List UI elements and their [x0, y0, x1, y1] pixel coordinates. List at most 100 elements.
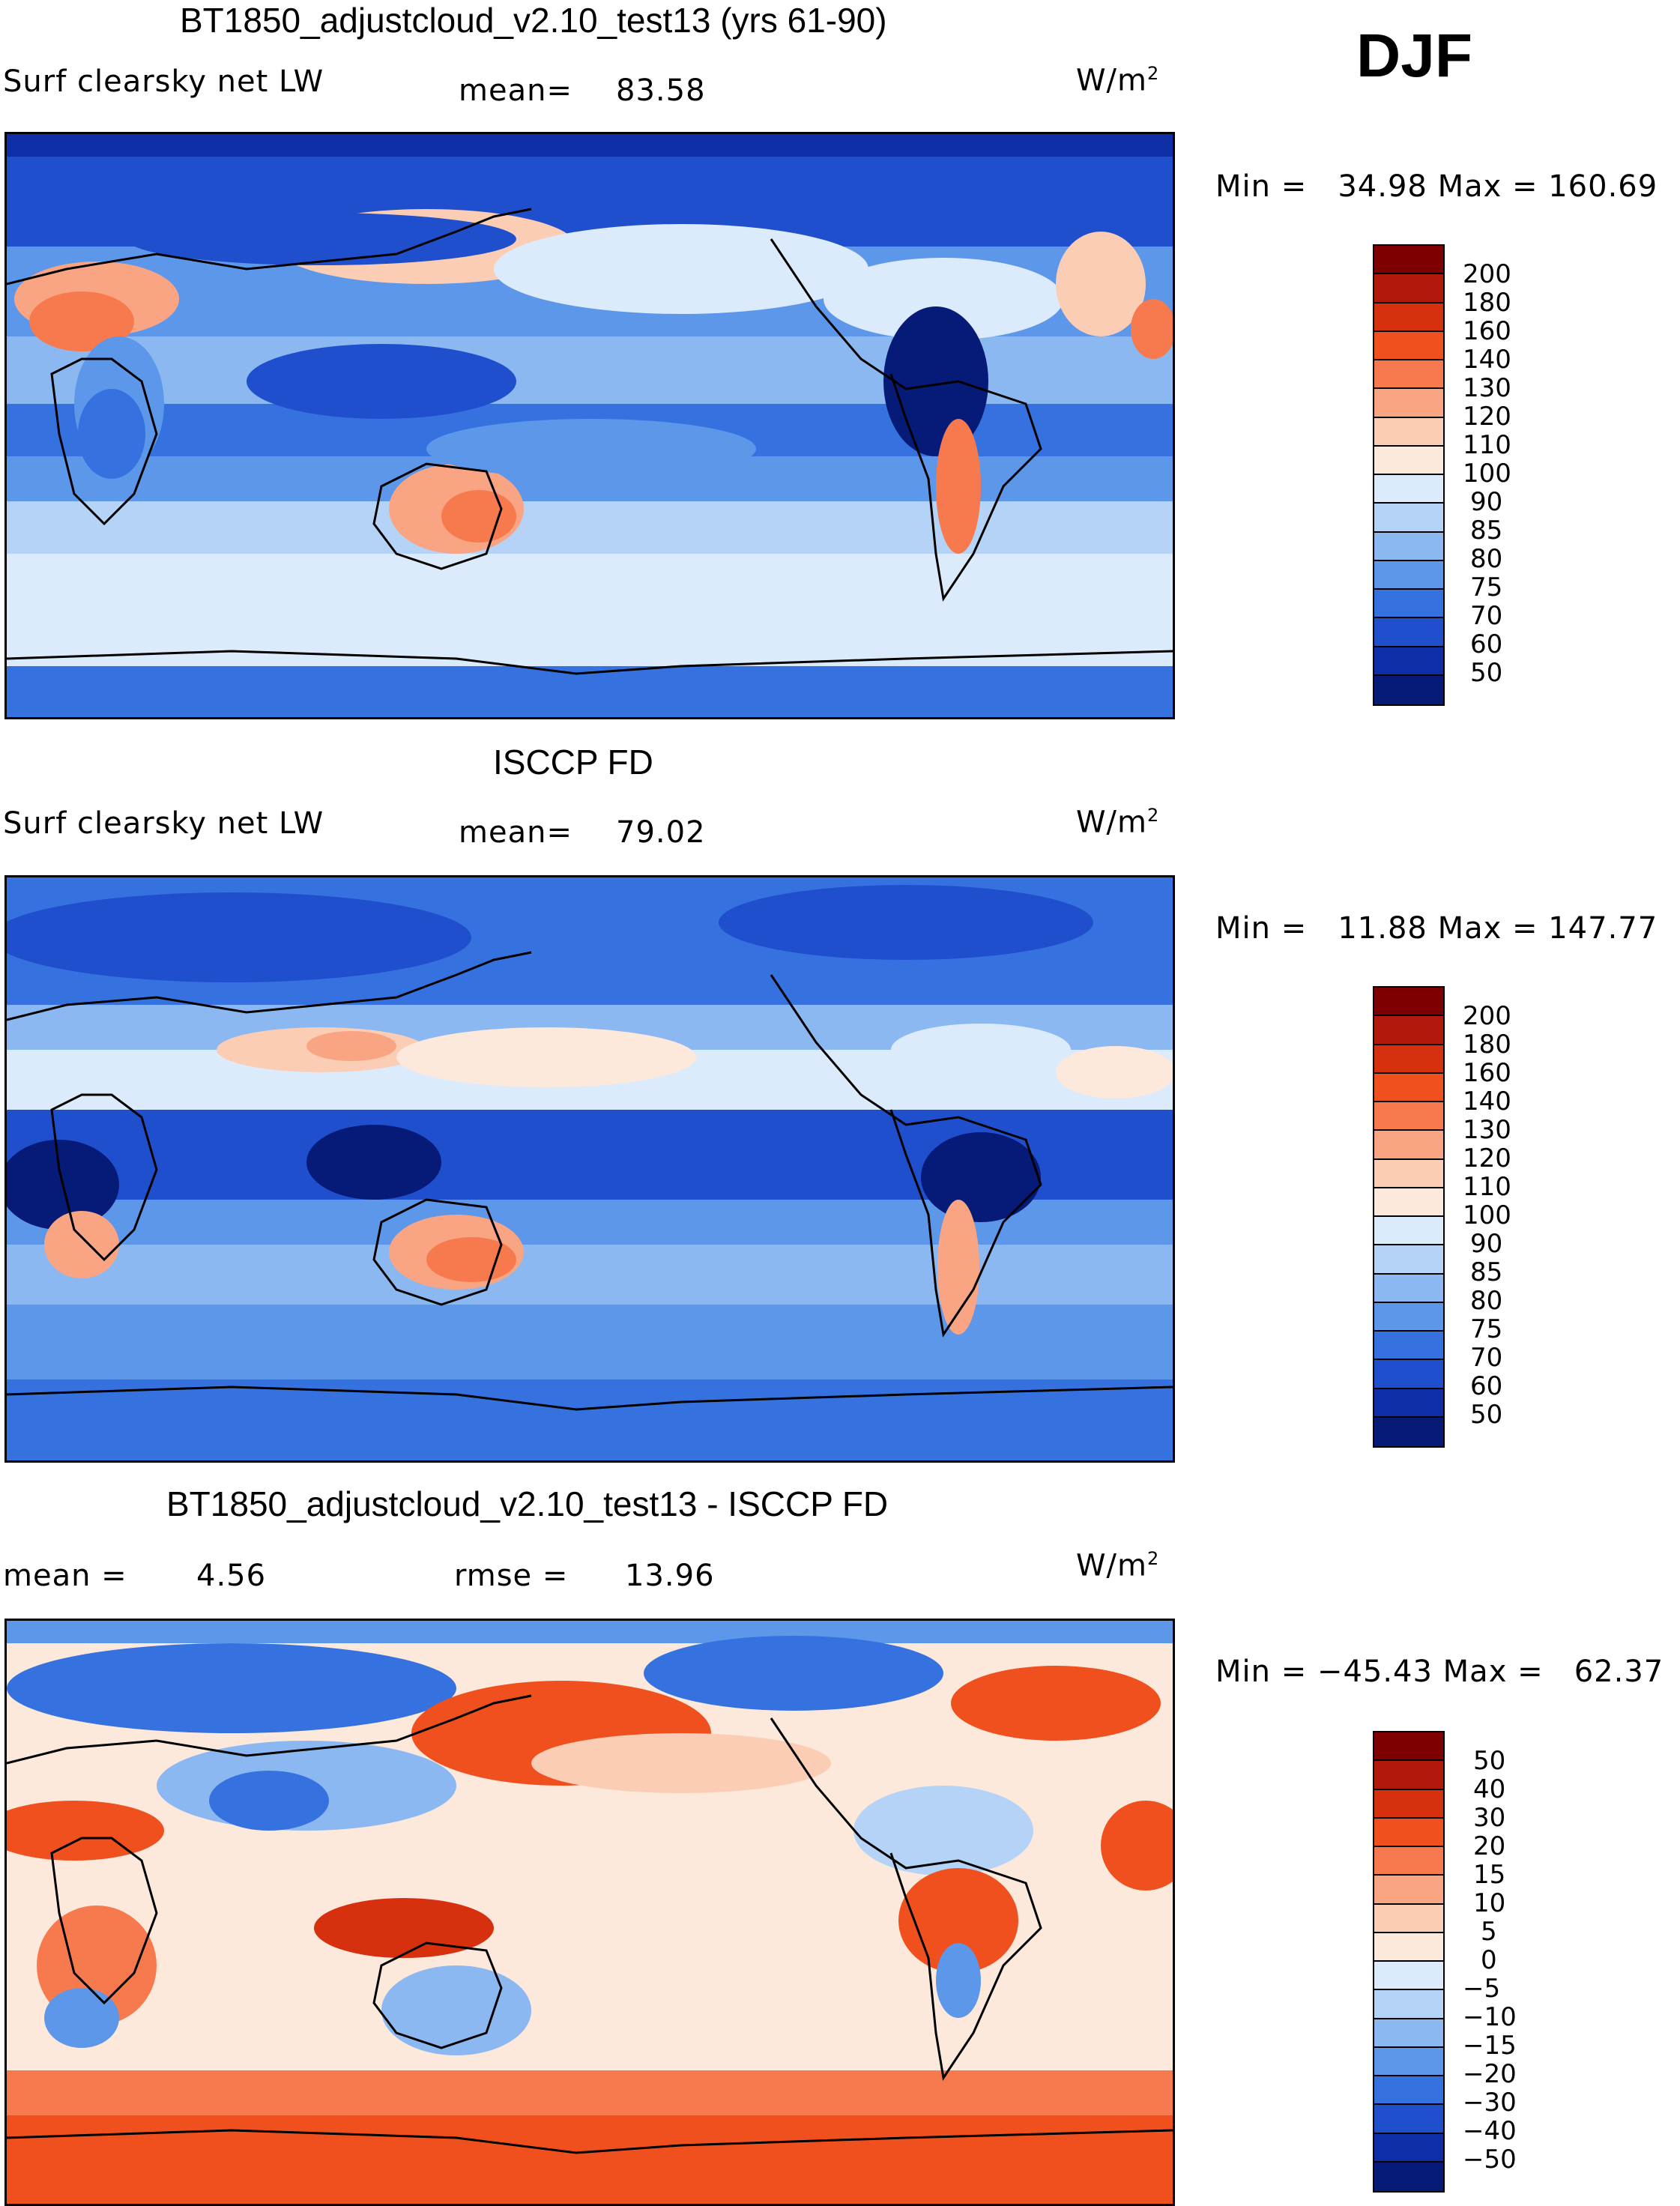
panel-3-mean-value: 4.56 [196, 1559, 267, 1593]
panel-1-tick: 90 [1470, 487, 1503, 517]
panel-3-tick: 40 [1473, 1774, 1506, 1804]
colorbar-swatch [1374, 389, 1443, 418]
panel-1-tick: 160 [1463, 316, 1511, 346]
colorbar-swatch [1374, 1245, 1443, 1275]
panel-1-title: BT1850_adjustcloud_v2.10_test13 (yrs 61-… [180, 1, 887, 40]
season-label: DJF [1356, 22, 1472, 90]
panel-3-title: BT1850_adjustcloud_v2.10_test13 - ISCCP … [166, 1484, 889, 1523]
panel-1-tick: 180 [1463, 288, 1511, 318]
panel-1-colorbar [1373, 244, 1445, 706]
panel-3-tick: −15 [1463, 2031, 1517, 2061]
colorbar-swatch [1374, 1818, 1443, 1847]
panel-1-tick: 85 [1470, 516, 1503, 546]
panel-3-tick: 10 [1473, 1888, 1506, 1918]
panel-2-tick: 75 [1470, 1314, 1503, 1344]
colorbar-swatch [1374, 1789, 1443, 1819]
panel-2-tick: 60 [1470, 1371, 1503, 1401]
colorbar-swatch [1374, 2105, 1443, 2134]
panel-2-units: W/m2 [1076, 805, 1160, 840]
panel-3-tick: −30 [1463, 2088, 1517, 2118]
panel-1-tick: 70 [1470, 601, 1503, 631]
panel-2-map [4, 875, 1175, 1463]
panel-2-mean-label: mean= [459, 815, 572, 850]
colorbar-swatch [1374, 1761, 1443, 1790]
panel-3-units: W/m2 [1076, 1548, 1160, 1583]
colorbar-swatch [1374, 1360, 1443, 1389]
panel-1-tick: 200 [1463, 259, 1511, 289]
panel-3-min-max: Min = −45.43 Max = 62.37 [1215, 1654, 1664, 1689]
colorbar-swatch [1374, 504, 1443, 533]
colorbar-swatch [1374, 647, 1443, 676]
panel-2-tick: 80 [1470, 1286, 1503, 1316]
panel-2-tick: 200 [1463, 1001, 1511, 1031]
colorbar-swatch [1374, 2162, 1443, 2191]
panel-1-mean-value: 83.58 [616, 73, 706, 108]
panel-3-tick: −40 [1463, 2116, 1517, 2146]
panel-1-tick: 75 [1470, 572, 1503, 602]
colorbar-swatch [1374, 246, 1443, 275]
colorbar-swatch [1374, 1990, 1443, 2019]
colorbar-swatch [1374, 1274, 1443, 1303]
panel-1-tick: 120 [1463, 402, 1511, 432]
panel-3-tick: 15 [1473, 1860, 1506, 1890]
panel-2-variable-label: Surf clearsky net LW [3, 806, 324, 841]
colorbar-swatch [1374, 1332, 1443, 1361]
panel-3-tick: 30 [1473, 1803, 1506, 1833]
panel-1-tick: 140 [1463, 345, 1511, 375]
panel-3-tick: −20 [1463, 2059, 1517, 2089]
panel-2-tick: 110 [1463, 1172, 1511, 1202]
panel-1-tick: 100 [1463, 459, 1511, 489]
panel-3-tick: 20 [1473, 1831, 1506, 1861]
panel-1-tick: 130 [1463, 373, 1511, 403]
panel-2-tick: 120 [1463, 1143, 1511, 1173]
colorbar-swatch [1374, 2133, 1443, 2163]
panel-2-colorbar [1373, 986, 1445, 1448]
colorbar-swatch [1374, 988, 1443, 1017]
panel-1-variable-label: Surf clearsky net LW [3, 64, 324, 99]
panel-2-tick: 90 [1470, 1229, 1503, 1259]
panel-2-tick: 85 [1470, 1257, 1503, 1287]
colorbar-swatch [1374, 1016, 1443, 1045]
panel-3-tick: −10 [1463, 2002, 1517, 2032]
panel-1-min-max: Min = 34.98 Max = 160.69 [1215, 169, 1658, 204]
colorbar-swatch [1374, 417, 1443, 447]
panel-2-tick: 130 [1463, 1115, 1511, 1145]
colorbar-swatch [1374, 1904, 1443, 1933]
colorbar-swatch [1374, 1417, 1443, 1446]
panel-1-tick: 50 [1470, 658, 1503, 688]
panel-1-mean-label: mean= [459, 73, 572, 108]
colorbar-swatch [1374, 1302, 1443, 1332]
panel-3-tick: 0 [1481, 1945, 1497, 1975]
panel-2-tick: 180 [1463, 1030, 1511, 1060]
panel-1-map [4, 132, 1175, 719]
panel-2-tick: 50 [1470, 1400, 1503, 1430]
panel-1-tick: 110 [1463, 430, 1511, 460]
colorbar-swatch [1374, 590, 1443, 619]
panel-2-mean-value: 79.02 [616, 815, 706, 850]
panel-3-mean-label: mean = [3, 1559, 127, 1593]
colorbar-swatch [1374, 446, 1443, 475]
panel-3-colorbar [1373, 1731, 1445, 2193]
colorbar-swatch [1374, 475, 1443, 504]
colorbar-swatch [1374, 331, 1443, 360]
panel-3-tick: −5 [1463, 1974, 1501, 2004]
panel-2-tick: 140 [1463, 1087, 1511, 1116]
panel-3-rmse-value: 13.96 [625, 1559, 715, 1593]
colorbar-swatch [1374, 1847, 1443, 1876]
panel-3-map [4, 1619, 1175, 2206]
colorbar-swatch [1374, 1217, 1443, 1246]
panel-1-tick: 80 [1470, 544, 1503, 574]
colorbar-swatch [1374, 1131, 1443, 1160]
colorbar-swatch [1374, 303, 1443, 332]
colorbar-swatch [1374, 2076, 1443, 2106]
panel-2-tick: 70 [1470, 1343, 1503, 1373]
panel-3-tick: 50 [1473, 1746, 1506, 1776]
colorbar-swatch [1374, 675, 1443, 704]
colorbar-swatch [1374, 1732, 1443, 1762]
colorbar-swatch [1374, 1932, 1443, 1962]
panel-2-tick: 100 [1463, 1200, 1511, 1230]
colorbar-swatch [1374, 618, 1443, 647]
panel-2-title: ISCCP FD [493, 743, 653, 782]
colorbar-swatch [1374, 1388, 1443, 1418]
colorbar-swatch [1374, 274, 1443, 303]
